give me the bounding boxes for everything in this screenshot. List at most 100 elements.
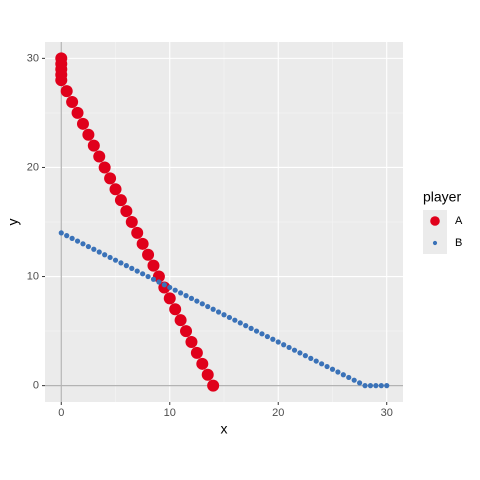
point	[140, 271, 146, 277]
point	[319, 361, 325, 367]
point	[120, 205, 133, 218]
y-tick-label: 20	[27, 161, 39, 173]
point	[98, 161, 111, 174]
point	[172, 287, 178, 293]
point	[131, 226, 144, 239]
point	[221, 312, 227, 318]
point	[66, 96, 79, 108]
point	[194, 298, 200, 304]
point	[80, 241, 86, 247]
point	[136, 237, 149, 250]
point	[102, 252, 108, 258]
point	[178, 290, 184, 296]
point	[264, 333, 270, 340]
point	[71, 106, 84, 119]
point	[384, 383, 390, 389]
point	[104, 172, 117, 185]
point	[281, 342, 287, 348]
point	[340, 372, 346, 378]
point	[226, 314, 233, 321]
x-axis-title: x	[221, 421, 228, 437]
x-tick-label: 0	[58, 407, 64, 419]
point	[142, 248, 155, 261]
point	[158, 281, 171, 294]
y-tick-label: 10	[27, 270, 39, 282]
point	[55, 74, 68, 87]
point	[237, 320, 243, 326]
point	[82, 128, 95, 141]
point	[324, 363, 330, 370]
point	[232, 317, 238, 323]
point	[367, 383, 374, 389]
point	[145, 273, 151, 280]
point	[185, 336, 198, 348]
point	[109, 183, 122, 196]
point	[147, 259, 160, 272]
point	[351, 377, 357, 383]
point	[373, 383, 379, 389]
legend-symbol	[430, 216, 440, 226]
y-tick-label: 30	[27, 52, 39, 64]
x-tick-label: 30	[381, 407, 393, 419]
point	[270, 336, 276, 342]
point	[308, 355, 314, 361]
point	[129, 265, 135, 271]
y-tick-label: 0	[33, 380, 39, 392]
point	[134, 268, 140, 274]
point	[93, 150, 106, 163]
point	[123, 263, 129, 269]
point	[114, 194, 127, 207]
point	[335, 369, 341, 375]
point	[302, 353, 308, 359]
legend-label: A	[455, 215, 463, 227]
point	[201, 368, 214, 381]
point	[183, 293, 189, 299]
point	[248, 325, 254, 331]
point	[74, 238, 81, 244]
point	[259, 331, 265, 337]
point	[199, 301, 205, 307]
legend-label: B	[455, 237, 462, 249]
point	[76, 117, 89, 130]
point	[161, 282, 167, 288]
point	[163, 292, 176, 305]
point	[107, 254, 113, 261]
point	[118, 260, 124, 266]
y-axis-title: y	[5, 219, 21, 226]
point	[180, 325, 193, 338]
point	[357, 380, 363, 386]
point	[297, 350, 303, 356]
point	[125, 216, 138, 228]
legend-symbol	[432, 240, 438, 246]
point	[286, 344, 292, 351]
point	[85, 243, 91, 250]
point	[215, 309, 222, 315]
point	[313, 358, 319, 364]
point	[243, 323, 249, 329]
point	[58, 230, 64, 236]
x-tick-label: 10	[164, 407, 176, 419]
point	[169, 303, 182, 316]
point	[362, 383, 368, 389]
point	[174, 314, 187, 327]
point	[69, 235, 75, 241]
point	[112, 257, 119, 263]
point	[190, 346, 203, 359]
point	[329, 366, 336, 372]
point	[291, 347, 298, 353]
point	[167, 284, 173, 291]
point	[96, 249, 102, 255]
legend-title: player	[423, 189, 461, 205]
point	[64, 233, 70, 239]
point	[275, 339, 281, 345]
point	[253, 328, 260, 334]
point	[346, 374, 352, 381]
point	[91, 246, 97, 252]
point	[210, 306, 216, 312]
point	[87, 139, 100, 152]
point	[205, 303, 211, 310]
point	[60, 85, 73, 98]
point	[156, 279, 162, 285]
point	[378, 383, 384, 389]
